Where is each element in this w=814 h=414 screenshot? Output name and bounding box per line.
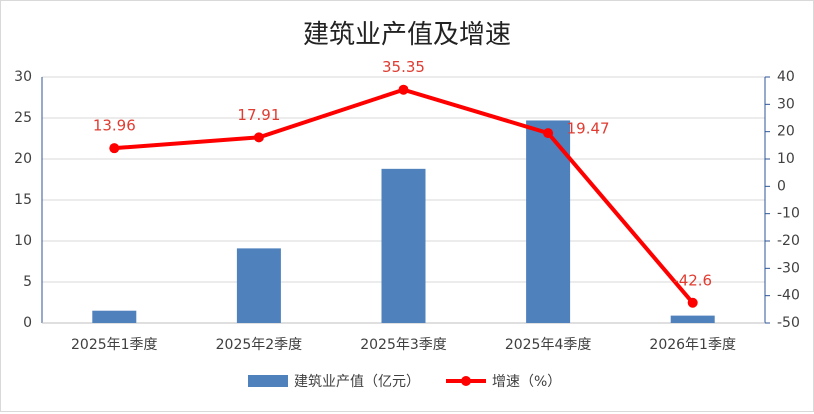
legend-label: 增速（%） [492, 374, 561, 390]
y-tick-label: 30 [14, 69, 32, 85]
y-tick-label: 20 [14, 151, 32, 167]
x-tick-label: 2025年2季度 [216, 337, 303, 353]
y2-tick-label: 40 [777, 69, 795, 85]
point [398, 84, 409, 95]
data-label: 13.96 [93, 117, 136, 135]
y2-tick-label: 10 [777, 151, 795, 167]
y2-tick-label: -20 [777, 233, 800, 249]
data-label: 17.91 [237, 106, 280, 124]
x-tick-label: 2025年4季度 [505, 337, 592, 353]
y2-tick-label: -40 [777, 288, 800, 304]
x-tick-label: 2025年3季度 [360, 337, 447, 353]
y-tick-label: 25 [14, 110, 32, 126]
data-label: 19.47 [567, 120, 610, 138]
y2-tick-label: -30 [777, 260, 800, 276]
x-tick-label: 2026年1季度 [649, 337, 736, 353]
point [543, 128, 554, 139]
point [253, 132, 264, 143]
y2-tick-label: 0 [777, 178, 786, 194]
x-tick-label: 2025年1季度 [71, 337, 158, 353]
bar [236, 248, 281, 323]
legend-swatch [248, 375, 288, 387]
y2-tick-label: -50 [777, 315, 800, 331]
point [109, 143, 120, 154]
point [687, 297, 698, 308]
y-tick-label: 5 [23, 274, 32, 290]
y2-tick-label: 20 [777, 124, 795, 140]
y2-tick-label: 30 [777, 96, 795, 112]
y-tick-label: 10 [14, 233, 32, 249]
bar [381, 168, 426, 323]
chart-title: 建筑业产值及增速 [303, 20, 511, 50]
y2-tick-label: -10 [777, 206, 800, 222]
y-tick-label: 15 [14, 192, 32, 208]
bar [92, 310, 137, 323]
bar [526, 120, 571, 324]
y-tick-label: 0 [23, 315, 32, 331]
legend-swatch [461, 376, 471, 386]
data-label: 35.35 [382, 58, 425, 76]
legend-label: 建筑业产值（亿元） [294, 374, 420, 390]
data-label: -42.6 [673, 271, 712, 289]
bar [670, 315, 715, 323]
